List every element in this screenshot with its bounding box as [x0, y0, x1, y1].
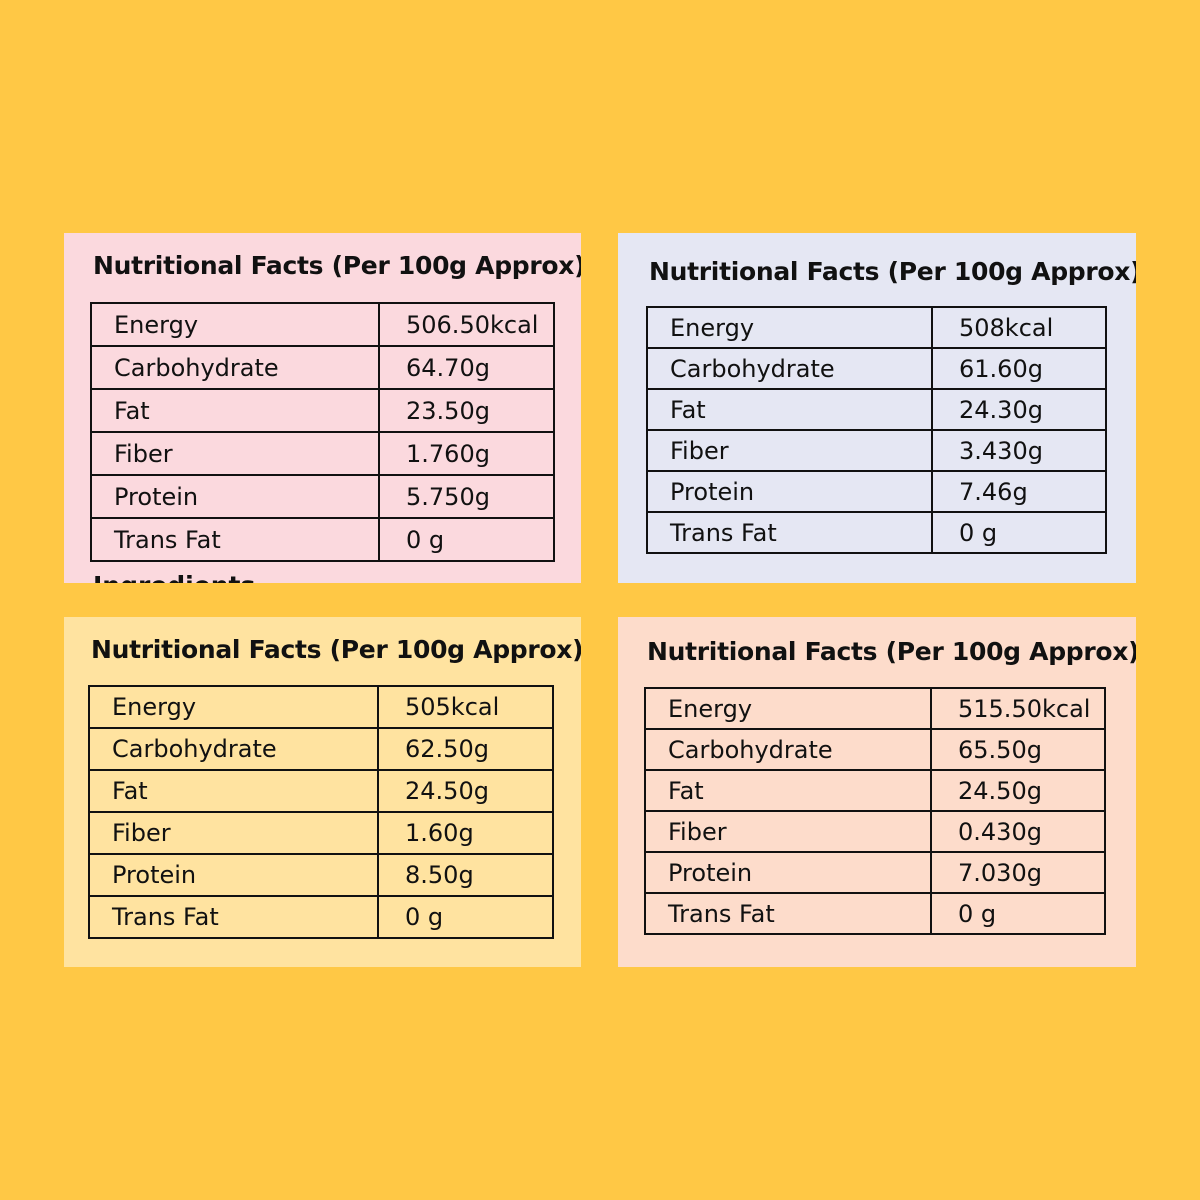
- table-row: Carbohydrate 61.60g: [646, 347, 1107, 390]
- card-title: Nutritional Facts (Per 100g Approx): [93, 251, 581, 280]
- nutrient-label: Trans Fat: [646, 511, 933, 554]
- table-row: Energy 515.50kcal: [644, 687, 1106, 730]
- nutrient-value: 0 g: [930, 892, 1106, 935]
- nutrient-value: 0 g: [378, 517, 555, 562]
- nutrient-value: 0.430g: [930, 810, 1106, 853]
- table-row: Fiber 3.430g: [646, 429, 1107, 472]
- nutrient-label: Fat: [644, 769, 932, 812]
- card-title: Nutritional Facts (Per 100g Approx): [647, 637, 1136, 666]
- nutrient-value: 8.50g: [377, 853, 554, 897]
- nutrient-label: Carbohydrate: [88, 727, 379, 771]
- nutrient-value: 7.030g: [930, 851, 1106, 894]
- nutrient-value: 62.50g: [377, 727, 554, 771]
- table-row: Fat 24.50g: [644, 769, 1106, 812]
- nutrient-value: 23.50g: [378, 388, 555, 433]
- nutrient-value: 3.430g: [931, 429, 1107, 472]
- nutrition-table: Energy 506.50kcal Carbohydrate 64.70g Fa…: [90, 302, 555, 562]
- nutrient-value: 0 g: [931, 511, 1107, 554]
- table-row: Carbohydrate 64.70g: [90, 345, 555, 390]
- nutrient-label: Trans Fat: [90, 517, 380, 562]
- nutrient-value: 24.30g: [931, 388, 1107, 431]
- nutrient-label: Fiber: [88, 811, 379, 855]
- nutrient-value: 24.50g: [930, 769, 1106, 812]
- table-row: Protein 7.030g: [644, 851, 1106, 894]
- table-row: Energy 505kcal: [88, 685, 554, 729]
- nutrient-value: 65.50g: [930, 728, 1106, 771]
- table-row: Carbohydrate 65.50g: [644, 728, 1106, 771]
- nutrient-label: Protein: [646, 470, 933, 513]
- table-row: Energy 508kcal: [646, 306, 1107, 349]
- nutrient-label: Trans Fat: [88, 895, 379, 939]
- table-row: Fat 23.50g: [90, 388, 555, 433]
- card-title: Nutritional Facts (Per 100g Approx): [649, 257, 1136, 286]
- table-row: Fiber 1.60g: [88, 811, 554, 855]
- nutrient-label: Fat: [88, 769, 379, 813]
- table-row: Fiber 0.430g: [644, 810, 1106, 853]
- nutrition-card-4: Nutritional Facts (Per 100g Approx) Ener…: [618, 617, 1136, 967]
- table-row: Fat 24.50g: [88, 769, 554, 813]
- table-row: Protein 5.750g: [90, 474, 555, 519]
- nutrition-table: Energy 505kcal Carbohydrate 62.50g Fat 2…: [88, 685, 554, 939]
- table-row: Fiber 1.760g: [90, 431, 555, 476]
- table-row: Energy 506.50kcal: [90, 302, 555, 347]
- nutrient-label: Fat: [90, 388, 380, 433]
- ingredients-heading-cutoff: Ingredients: [93, 571, 255, 583]
- nutrient-value: 64.70g: [378, 345, 555, 390]
- table-row: Trans Fat 0 g: [88, 895, 554, 939]
- nutrient-value: 508kcal: [931, 306, 1107, 349]
- nutrient-label: Fat: [646, 388, 933, 431]
- nutrient-value: 0 g: [377, 895, 554, 939]
- nutrient-label: Energy: [90, 302, 380, 347]
- nutrient-label: Energy: [88, 685, 379, 729]
- table-row: Fat 24.30g: [646, 388, 1107, 431]
- nutrient-label: Carbohydrate: [646, 347, 933, 390]
- nutrient-value: 505kcal: [377, 685, 554, 729]
- card-title: Nutritional Facts (Per 100g Approx): [91, 635, 581, 664]
- nutrient-label: Protein: [644, 851, 932, 894]
- nutrient-label: Fiber: [644, 810, 932, 853]
- nutrient-label: Fiber: [646, 429, 933, 472]
- nutrient-value: 5.750g: [378, 474, 555, 519]
- nutrition-card-1: Nutritional Facts (Per 100g Approx) Ener…: [64, 233, 581, 583]
- table-row: Trans Fat 0 g: [644, 892, 1106, 935]
- nutrient-label: Protein: [88, 853, 379, 897]
- nutrient-label: Energy: [646, 306, 933, 349]
- nutrient-value: 506.50kcal: [378, 302, 555, 347]
- table-row: Trans Fat 0 g: [646, 511, 1107, 554]
- nutrient-value: 1.760g: [378, 431, 555, 476]
- nutrient-label: Carbohydrate: [90, 345, 380, 390]
- nutrient-value: 7.46g: [931, 470, 1107, 513]
- nutrition-table: Energy 515.50kcal Carbohydrate 65.50g Fa…: [644, 687, 1106, 935]
- nutrition-card-2: Nutritional Facts (Per 100g Approx) Ener…: [618, 233, 1136, 583]
- nutrition-card-3: Nutritional Facts (Per 100g Approx) Ener…: [64, 617, 581, 967]
- nutrient-value: 515.50kcal: [930, 687, 1106, 730]
- nutrient-label: Protein: [90, 474, 380, 519]
- nutrient-value: 61.60g: [931, 347, 1107, 390]
- table-row: Protein 8.50g: [88, 853, 554, 897]
- table-row: Trans Fat 0 g: [90, 517, 555, 562]
- nutrient-label: Trans Fat: [644, 892, 932, 935]
- nutrient-value: 24.50g: [377, 769, 554, 813]
- nutrient-label: Carbohydrate: [644, 728, 932, 771]
- table-row: Protein 7.46g: [646, 470, 1107, 513]
- nutrient-value: 1.60g: [377, 811, 554, 855]
- nutrient-label: Energy: [644, 687, 932, 730]
- table-row: Carbohydrate 62.50g: [88, 727, 554, 771]
- nutrition-table: Energy 508kcal Carbohydrate 61.60g Fat 2…: [646, 306, 1107, 554]
- nutrient-label: Fiber: [90, 431, 380, 476]
